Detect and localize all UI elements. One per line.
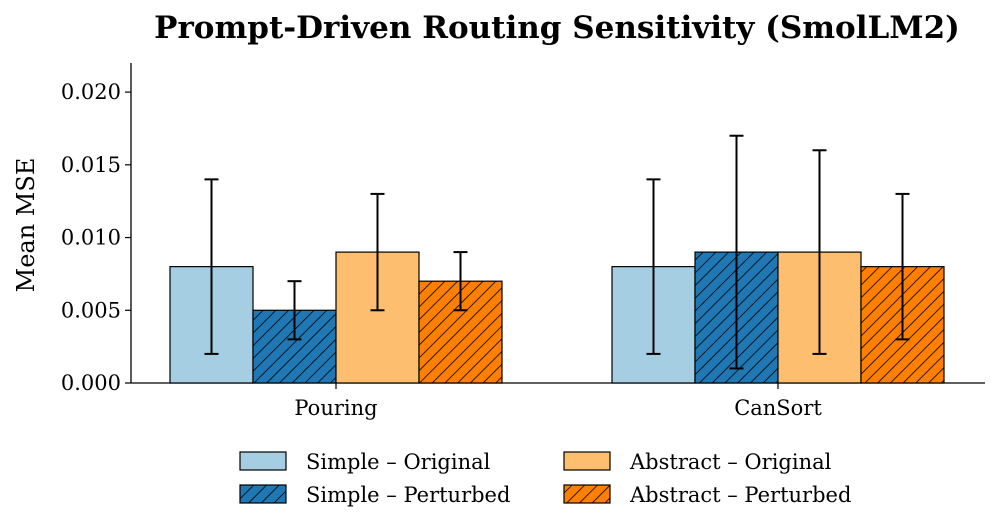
y-tick-label: 0.015 [61, 153, 121, 177]
legend-label: Simple – Perturbed [306, 483, 510, 507]
legend-swatch-hatch [564, 485, 610, 503]
chart-title: Prompt-Driven Routing Sensitivity (SmolL… [154, 10, 960, 46]
y-tick-label: 0.005 [61, 298, 121, 322]
legend-swatch-hatch [240, 485, 286, 503]
legend-label: Simple – Original [306, 450, 491, 474]
legend: Simple – Original Simple – Perturbed Abstr… [239, 450, 851, 507]
legend-label: Abstract – Original [629, 450, 832, 474]
legend-item: Simple – Perturbed [239, 483, 510, 507]
legend-swatch [563, 451, 611, 471]
legend-item: Abstract – Original [563, 450, 832, 474]
x-tick-label: CanSort [734, 396, 822, 420]
y-tick-label: 0.010 [61, 226, 121, 250]
bar [335, 251, 420, 384]
legend-item: Abstract – Perturbed [563, 483, 851, 507]
y-tick-label: 0.000 [61, 371, 121, 395]
y-tick-label: 0.020 [61, 80, 121, 104]
plot-area: 0.000 0.005 0.010 0.015 0.020 Pouring CanSort [61, 63, 985, 420]
x-tick-label: Pouring [294, 396, 377, 420]
legend-swatch [239, 451, 287, 471]
legend-item: Simple – Original [239, 450, 491, 474]
y-axis-label: Mean MSE [12, 158, 40, 293]
legend-label: Abstract – Perturbed [629, 483, 851, 507]
